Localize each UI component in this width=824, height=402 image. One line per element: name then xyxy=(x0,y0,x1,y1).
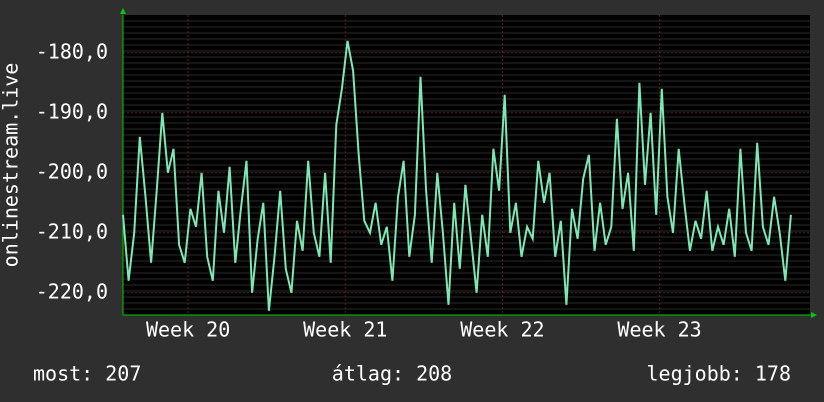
axis-arrow xyxy=(811,312,817,318)
y-tick-label: -210,0 xyxy=(36,219,108,243)
axis-arrow xyxy=(120,8,126,14)
footer-stat: most: 207 xyxy=(33,362,141,386)
data-line xyxy=(122,40,792,311)
y-tick-label: -180,0 xyxy=(36,39,108,63)
x-tick-label: Week 21 xyxy=(303,318,387,342)
y-tick-label: -200,0 xyxy=(36,159,108,183)
footer-stat: legjobb: 178 xyxy=(647,362,792,386)
x-tick-label: Week 23 xyxy=(617,318,701,342)
x-tick-label: Week 20 xyxy=(146,318,230,342)
footer-stat: átlag: 208 xyxy=(332,362,452,386)
y-tick-label: -220,0 xyxy=(36,279,108,303)
y-tick-label: -190,0 xyxy=(36,99,108,123)
x-tick-label: Week 22 xyxy=(460,318,544,342)
y-axis-label: onlinestream.live xyxy=(0,63,23,268)
